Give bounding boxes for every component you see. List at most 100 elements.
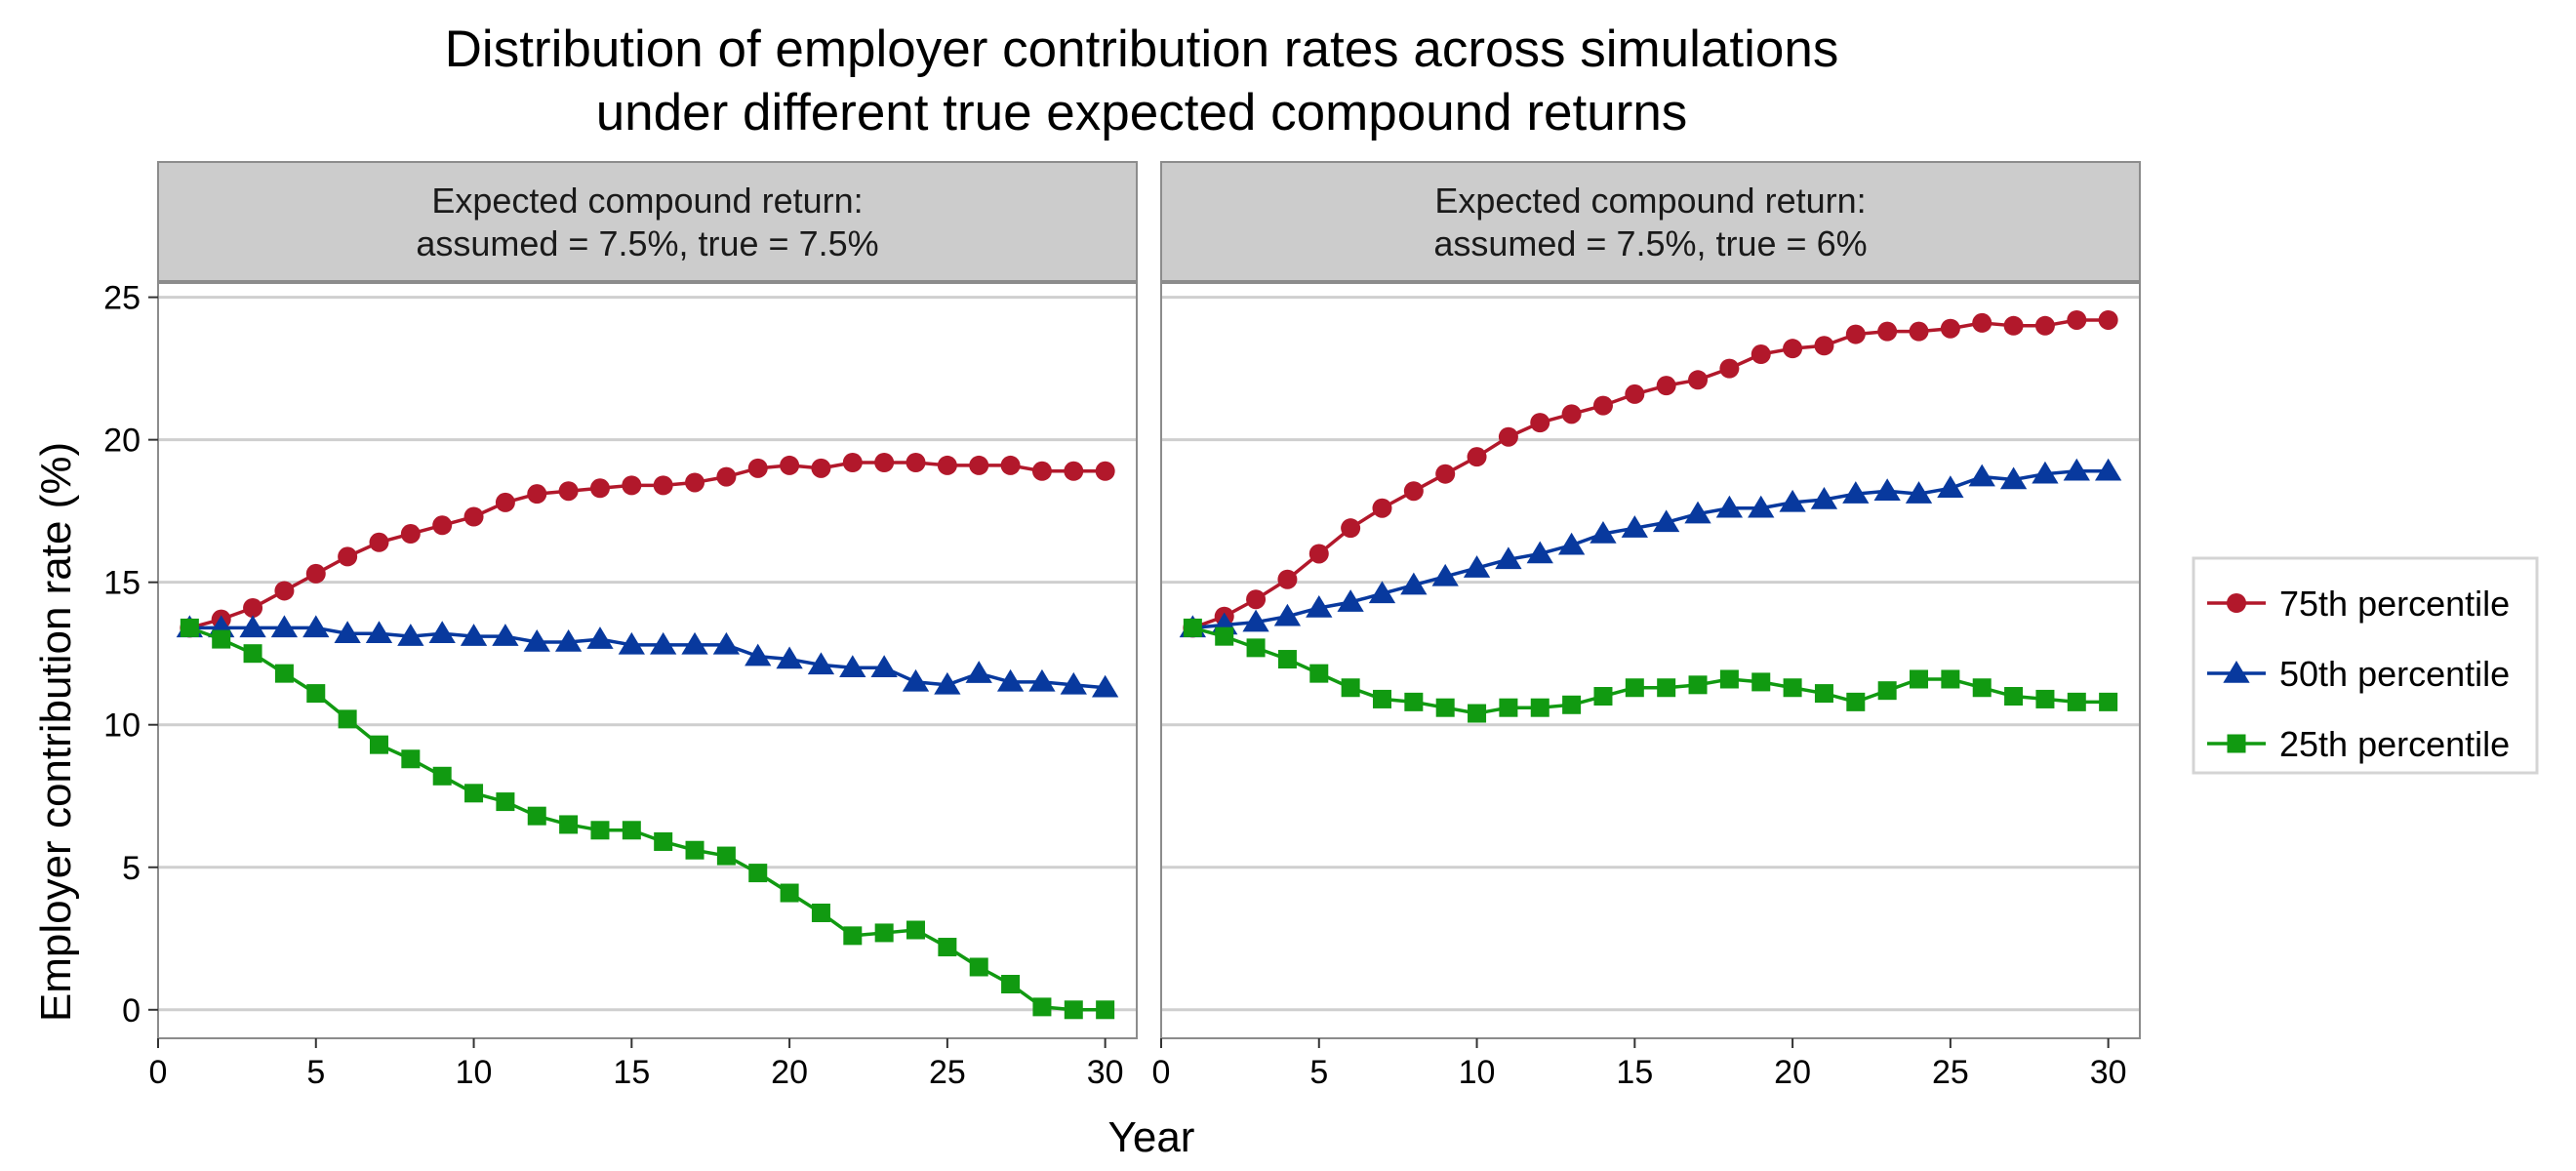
data-point (558, 481, 579, 502)
legend: 75th percentile 50th percentile 25th perce… (2192, 556, 2539, 775)
data-point (1653, 509, 1680, 533)
data-point (1561, 404, 1582, 424)
facet-strip-line-1: Expected compound return: (1434, 181, 1866, 221)
data-point (1688, 370, 1709, 390)
data-point (1590, 521, 1617, 544)
data-point (523, 629, 550, 652)
x-tick-label: 0 (149, 1054, 168, 1091)
data-point (1719, 358, 1740, 379)
data-point (527, 806, 546, 826)
data-point (1001, 975, 1021, 994)
data-point (369, 532, 389, 552)
data-point (1688, 675, 1708, 695)
legend-entry: 75th percentile (2207, 584, 2510, 624)
data-point (685, 840, 704, 860)
data-point (1341, 678, 1360, 698)
x-tick-label: 30 (2090, 1054, 2127, 1091)
data-point (2067, 692, 2086, 711)
data-point (654, 831, 673, 851)
data-point (1498, 426, 1518, 447)
data-point (559, 815, 579, 834)
data-point (2098, 309, 2118, 330)
data-point (334, 621, 361, 644)
data-point (1877, 681, 1897, 701)
y-tick-label: 0 (122, 992, 141, 1030)
data-point (1372, 498, 1392, 518)
data-point (1000, 455, 1021, 475)
data-point (1846, 692, 1866, 711)
data-point (807, 652, 835, 675)
data-point (1246, 589, 1267, 610)
x-tick-label: 10 (1459, 1054, 1496, 1091)
data-point (1526, 541, 1553, 564)
data-point (1096, 1000, 1115, 1020)
data-point (996, 668, 1025, 692)
data-point (685, 472, 705, 493)
x-tick-label: 25 (1932, 1054, 1969, 1091)
data-point (1625, 384, 1645, 404)
data-point (397, 624, 424, 646)
data-point (1032, 997, 1052, 1017)
data-point (239, 615, 266, 638)
data-point (681, 631, 708, 655)
data-point (2063, 458, 2090, 481)
data-point (1400, 572, 1428, 595)
data-point (432, 766, 452, 786)
data-point (748, 864, 768, 883)
data-point (1783, 678, 1802, 698)
data-point (1215, 626, 1234, 646)
data-point (1937, 475, 1964, 499)
data-point (401, 749, 421, 769)
data-point (2035, 689, 2055, 708)
data-point (1404, 692, 1424, 711)
legend-label: 25th percentile (2279, 724, 2510, 764)
data-point (1748, 495, 1775, 518)
data-point (712, 631, 741, 655)
data-point (365, 621, 393, 644)
data-point (369, 735, 388, 754)
data-point (1308, 544, 1329, 564)
data-point (870, 655, 898, 678)
data-point (1940, 318, 1960, 339)
x-tick-label: 5 (1309, 1054, 1328, 1091)
data-point (1309, 664, 1329, 683)
data-point (622, 821, 641, 840)
data-point (1814, 684, 1833, 704)
data-point (1656, 376, 1676, 396)
data-point (428, 621, 456, 644)
data-point (2003, 315, 2024, 336)
data-point (1091, 674, 1119, 698)
data-point (1684, 501, 1711, 524)
data-point (780, 883, 799, 903)
data-point (2032, 461, 2059, 484)
data-point (1910, 669, 1929, 689)
data-point (1779, 489, 1806, 512)
data-point (1810, 486, 1838, 509)
legend-marker (2223, 661, 2250, 683)
data-point (934, 671, 961, 695)
data-point (270, 615, 299, 638)
y-tick-label: 5 (122, 850, 141, 887)
data-point (1273, 603, 1302, 626)
data-point (1972, 678, 1992, 698)
data-point (1277, 650, 1297, 669)
panel-1: Expected compound return:assumed = 7.5%,… (103, 161, 1138, 1091)
data-point (1845, 324, 1866, 344)
data-point (1715, 495, 1744, 518)
data-point (902, 668, 930, 692)
data-point (2067, 309, 2087, 330)
series-circle (180, 453, 1115, 638)
data-point (874, 923, 894, 943)
data-point (1941, 669, 1960, 689)
data-point (1341, 518, 1361, 539)
legend-marker (2227, 593, 2246, 613)
data-point (906, 453, 926, 473)
panel-2: Expected compound return:assumed = 7.5%,… (1152, 161, 2141, 1091)
chart-title-line-1: Distribution of employer contribution ra… (445, 20, 1839, 78)
data-point (937, 455, 957, 475)
data-point (1719, 669, 1739, 689)
x-tick-label: 20 (1774, 1054, 1811, 1091)
facet-strip-line-2: assumed = 7.5%, true = 7.5% (416, 223, 878, 263)
data-point (839, 655, 866, 678)
